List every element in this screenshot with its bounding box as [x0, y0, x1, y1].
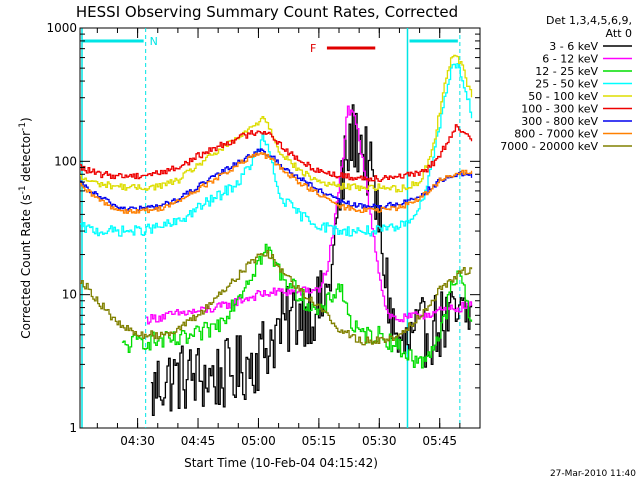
- legend-item-label: 300 - 800 keV: [521, 115, 598, 128]
- flare-label: F: [310, 42, 316, 55]
- y-axis-ticks: 1 10 100 1000: [46, 21, 480, 435]
- x-axis-label: Start Time (10-Feb-04 04:15:42): [184, 456, 378, 470]
- annotation-layer: NF: [81, 28, 461, 428]
- legend-header-line-1: Det 1,3,4,5,6,9,: [546, 14, 632, 27]
- x-tick-label: 05:15: [302, 434, 337, 448]
- y-axis-label-sup-2: -1: [18, 122, 28, 131]
- legend-item-label: 3 - 6 keV: [549, 40, 598, 53]
- series-line: [150, 104, 473, 417]
- series-line: [121, 243, 473, 369]
- legend-item-label: 50 - 100 keV: [528, 90, 598, 103]
- plot-frame: [79, 27, 481, 429]
- x-tick-label: 05:30: [362, 434, 397, 448]
- chart-title: HESSI Observing Summary Count Rates, Cor…: [76, 3, 458, 21]
- y-tick-label: 10: [62, 288, 77, 302]
- y-axis-label-main: Corrected Count Rate (s: [19, 194, 33, 338]
- x-tick-label: 05:00: [241, 434, 276, 448]
- series-line: [80, 152, 473, 214]
- legend-item-label: 7000 - 20000 keV: [500, 140, 598, 153]
- series-line: [80, 124, 473, 182]
- series-line: [80, 148, 473, 212]
- series-line: [80, 249, 473, 346]
- night-label: N: [150, 35, 158, 48]
- x-tick-label: 04:30: [120, 434, 155, 448]
- series-line: [146, 105, 473, 325]
- x-axis-ticks: 04:30 04:45 05:00 05:15 05:30 05:45: [96, 28, 481, 448]
- legend-item-label: 25 - 50 keV: [535, 78, 598, 91]
- series-layer: [80, 54, 473, 417]
- series-line: [80, 62, 473, 237]
- x-tick-label: 04:45: [181, 434, 216, 448]
- y-axis-label-end: ): [19, 117, 33, 122]
- y-tick-label: 100: [54, 154, 77, 168]
- legend-item-label: 800 - 7000 keV: [514, 128, 598, 141]
- timestamp: 27-Mar-2010 11:40: [550, 469, 636, 479]
- y-axis-label-mid: detector: [19, 131, 33, 186]
- series-line: [80, 54, 473, 193]
- legend-item-label: 100 - 300 keV: [521, 103, 598, 116]
- y-tick-label: 1: [69, 421, 77, 435]
- y-axis-label: Corrected Count Rate (s-1 detector-1): [18, 117, 33, 338]
- legend-item-label: 12 - 25 keV: [535, 65, 598, 78]
- legend-header-line-2: Att 0: [606, 27, 632, 40]
- y-axis-label-sup-1: -1: [18, 185, 28, 194]
- x-tick-label: 05:45: [422, 434, 457, 448]
- y-tick-label: 1000: [46, 21, 77, 35]
- legend-item-label: 6 - 12 keV: [542, 53, 598, 66]
